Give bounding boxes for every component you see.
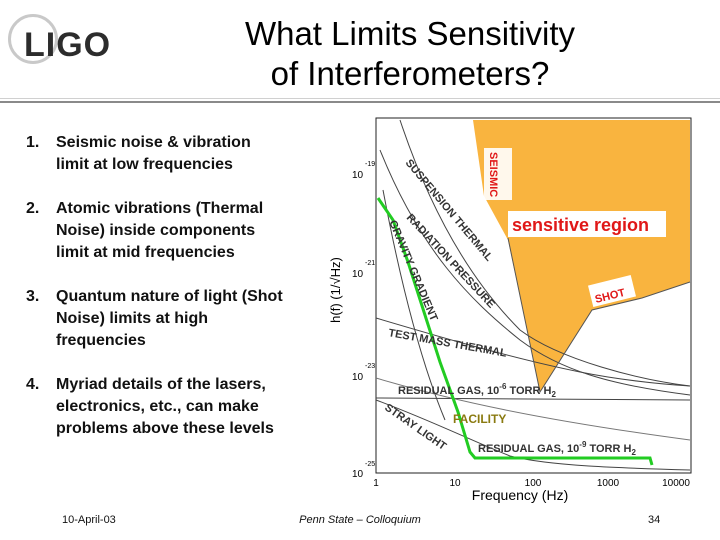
shot-label-bg <box>587 275 637 307</box>
page-number: 34 <box>648 514 661 526</box>
x-tick: 10 <box>449 478 461 489</box>
title-divider-light <box>0 98 720 99</box>
footer-center: Penn State – Colloquium <box>299 514 421 526</box>
y-tick: 10 -21 <box>352 260 375 280</box>
y-tick-base: 10 <box>352 469 364 480</box>
list-item: 3. Quantum nature of light (Shot Noise) … <box>26 286 326 352</box>
stray-light-curve <box>375 399 691 471</box>
residual-gas-9-label: RESIDUAL GAS, 10-9 TORR H2 <box>478 440 636 457</box>
logo-ring-icon <box>8 14 58 64</box>
x-tick: 100 <box>525 478 542 489</box>
list-number: 4. <box>26 376 40 393</box>
test-mass-thermal-curve <box>375 317 691 387</box>
bullet-list: 1. Seismic noise & vibration limit at lo… <box>26 132 326 462</box>
radiation-pressure-curve <box>379 149 691 396</box>
facility-curve <box>375 377 691 441</box>
ligo-logo: LIGO <box>24 26 112 64</box>
seismic-label: SEISMIC <box>487 152 499 197</box>
x-axis-label: Frequency (Hz) <box>472 487 568 503</box>
list-line: Atomic vibrations (Thermal <box>56 200 264 217</box>
y-tick-exp: -23 <box>365 363 375 370</box>
x-tick: 1000 <box>597 478 620 489</box>
x-tick: 1 <box>373 478 379 489</box>
residual-gas-1-curve <box>375 397 691 401</box>
y-tick-exp: -19 <box>365 161 375 168</box>
x-tick: 10000 <box>662 478 690 489</box>
y-tick-base: 10 <box>352 269 364 280</box>
seismic-label-bg <box>484 148 512 200</box>
list-number: 2. <box>26 200 40 217</box>
sensitive-label-bg <box>508 211 666 237</box>
suspension-thermal-curve <box>399 119 691 387</box>
y-axis-label: h(f) (1/√Hz) <box>328 257 343 323</box>
facility-label: FACILITY <box>453 412 506 426</box>
shot-noise-curve <box>507 237 691 394</box>
title-line-1: What Limits Sensitivity <box>244 15 576 52</box>
list-number: 3. <box>26 288 40 305</box>
list-line: electronics, etc., can make <box>56 398 259 415</box>
list-line: Noise) inside components <box>56 222 256 239</box>
y-tick-base: 10 <box>352 170 364 181</box>
list-line: limit at low frequencies <box>56 156 233 173</box>
y-tick-base: 10 <box>352 372 364 383</box>
y-tick: 10 -25 <box>352 461 375 480</box>
list-item: 2. Atomic vibrations (Thermal Noise) ins… <box>26 198 326 264</box>
list-line: Quantum nature of light (Shot <box>56 288 283 305</box>
title-divider <box>0 101 720 103</box>
list-number: 1. <box>26 134 40 151</box>
gravity-gradient-curve <box>382 189 446 421</box>
sensitivity-limit-curve <box>376 197 654 466</box>
y-tick: 10 -19 <box>352 161 375 181</box>
residual-gas-6-label: RESIDUAL GAS, 10-6 TORR H2 <box>398 382 556 399</box>
list-line: limit at mid frequencies <box>56 244 235 261</box>
list-line: Noise) limits at high <box>56 310 209 327</box>
footer-date: 10-April-03 <box>62 514 116 526</box>
y-tick: 10 -23 <box>352 363 375 383</box>
list-line: Seismic noise & vibration <box>56 134 251 151</box>
list-line: problems above these levels <box>56 420 274 437</box>
list-item: 4. Myriad details of the lasers, electro… <box>26 374 326 440</box>
list-item: 1. Seismic noise & vibration limit at lo… <box>26 132 326 176</box>
sensitive-region-fill <box>473 120 690 392</box>
y-tick-exp: -21 <box>365 260 375 267</box>
list-line: Myriad details of the lasers, <box>56 376 266 393</box>
list-line: frequencies <box>56 332 146 349</box>
sensitive-region-label: sensitive region <box>512 215 649 235</box>
slide-title: What Limits Sensitivity of Interferomete… <box>190 14 630 94</box>
title-line-2: of Interferometers? <box>270 55 550 92</box>
y-tick-exp: -25 <box>365 461 375 468</box>
